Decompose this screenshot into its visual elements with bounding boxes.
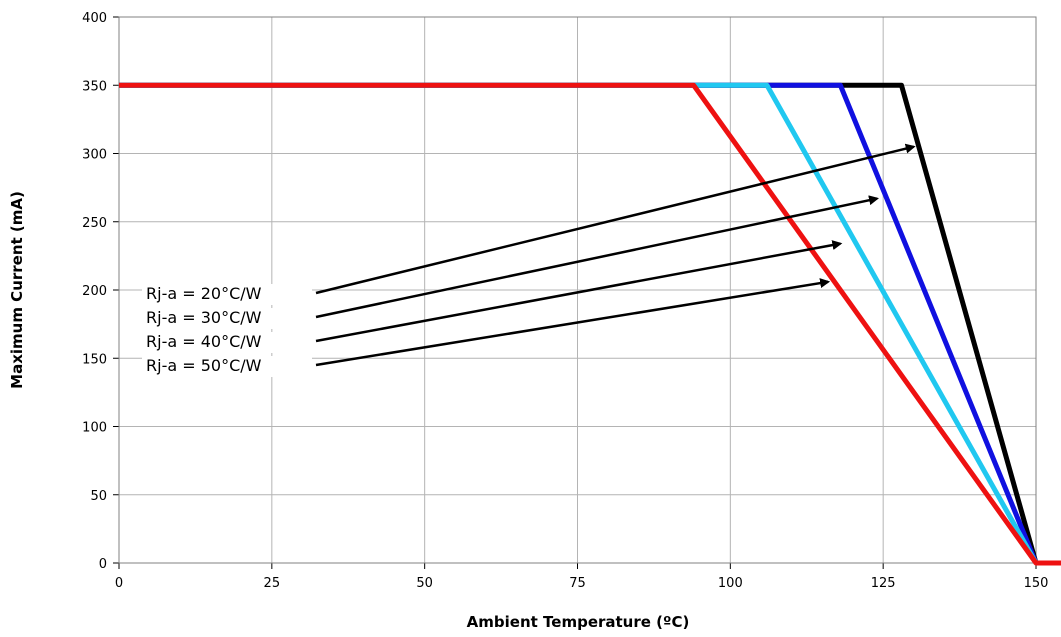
x-tick-label: 0 [115,576,123,591]
y-tick-label: 50 [90,489,107,504]
y-tick-label: 0 [99,557,107,572]
y-axis-title: Maximum Current (mA) [8,191,26,389]
y-tick-label: 200 [82,284,107,299]
x-tick-label: 125 [871,576,896,591]
tick-labels: 0 50 100 150 200 250 300 350 400 0 25 50 75 100 125 150 [82,11,1048,591]
x-axis-title: Ambient Temperature (ºC) [467,613,690,631]
annotation-background [142,356,312,377]
annotation-background [142,308,312,329]
annotation-label: Rj-a = 30°C/W [146,308,262,327]
x-tick-label: 100 [718,576,743,591]
y-tick-label: 150 [82,352,107,367]
annotation-arrow [315,240,843,343]
annotation-arrow [315,195,880,319]
annotation-arrow [315,278,831,367]
annotation-label: Rj-a = 40°C/W [146,332,262,351]
x-tick-label: 75 [569,576,586,591]
y-tick-label: 400 [82,11,107,26]
x-tick-label: 150 [1024,576,1049,591]
series-lines [119,82,1061,566]
y-tick-label: 300 [82,148,107,163]
annotation-label: Rj-a = 50°C/W [146,356,262,375]
annotation-background [142,332,312,353]
x-tick-label: 50 [416,576,433,591]
x-tick-label: 25 [264,576,281,591]
y-tick-label: 250 [82,216,107,231]
y-tick-label: 100 [82,421,107,436]
annotation-background [142,284,312,305]
y-tick-label: 350 [82,79,107,94]
plot-frame [118,16,1037,564]
series-line-4 [119,82,1061,566]
annotation-label: Rj-a = 20°C/W [146,284,262,303]
annotations: Rj-a = 20°C/W Rj-a = 30°C/W Rj-a = 40°C/W R… [142,143,916,377]
annotation-arrow [315,143,916,295]
